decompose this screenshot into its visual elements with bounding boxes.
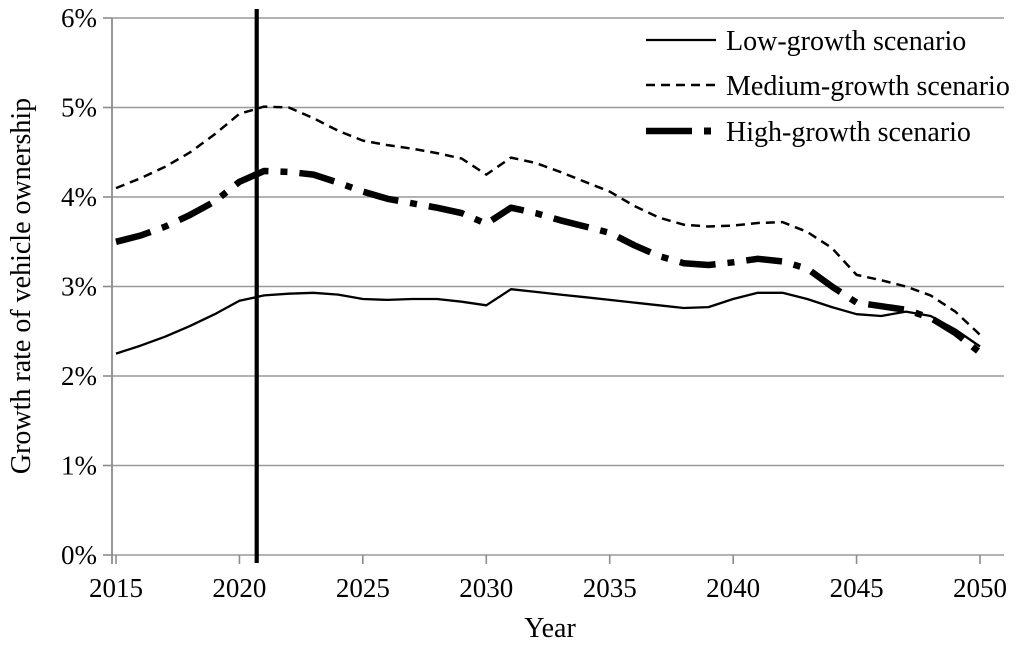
x-tick-label-2040: 2040 [706,573,760,603]
y-tick-label-0%: 0% [61,540,97,570]
x-axis-title: Year [524,613,576,642]
legend-item-medium-growth-scenario: Medium-growth scenario [646,71,1010,102]
legend-sample-dot-high-growth-scenario [704,127,711,135]
x-tick-label-2030: 2030 [459,573,513,603]
legend-item-low-growth-scenario: Low-growth scenario [646,26,966,57]
x-tick-label-2025: 2025 [336,573,390,603]
y-tick-label-3%: 3% [61,272,97,302]
x-tick-label-2015: 2015 [89,573,143,603]
legend-label-high-growth-scenario: High-growth scenario [726,117,971,148]
legend: Low-growth scenario Medium-growth scenari… [646,26,1010,148]
y-tick-label-6%: 6% [61,3,97,33]
y-tick-label-5%: 5% [61,93,97,123]
x-tick-label-2045: 2045 [830,573,884,603]
series-layer [115,105,983,356]
series-line-medium-growth-scenario [115,105,981,336]
x-tick-label-2020: 2020 [212,573,266,603]
x-tick-label-2035: 2035 [583,573,637,603]
y-tick-label-1%: 1% [61,451,97,481]
tick-label-layer: 0% 1% 2% 3% 4% 5% 6% 2015 2020 2025 2030 2035 2040 20… [61,3,1007,603]
legend-label-low-growth-scenario: Low-growth scenario [726,26,966,57]
y-tick-label-4%: 4% [61,182,97,212]
x-tick-label-2050: 2050 [953,573,1007,603]
legend-label-medium-growth-scenario: Medium-growth scenario [726,71,1010,102]
y-tick-label-2%: 2% [61,361,97,391]
series-line-high-growth-scenario [115,167,983,356]
legend-item-high-growth-scenario: High-growth scenario [646,117,971,148]
series-line-low-growth-scenario [115,288,981,355]
y-axis-title: Growth rate of vehicle ownership [6,98,37,474]
